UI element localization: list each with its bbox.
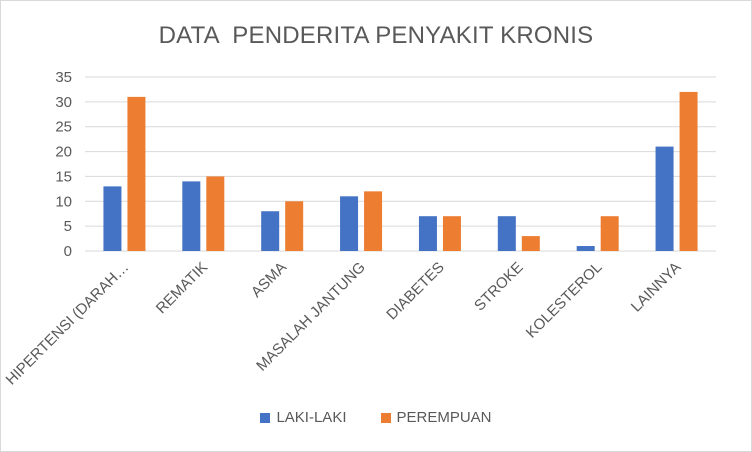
x-tick-label: REMATIK bbox=[153, 259, 211, 317]
x-tick-label: HIPERTENSI (DARAH… bbox=[3, 259, 133, 389]
legend-swatch-perempuan bbox=[380, 412, 391, 423]
bar-laki-laki-2 bbox=[182, 181, 201, 251]
bar-perempuan-6 bbox=[521, 236, 540, 251]
y-tick-label: 35 bbox=[55, 69, 72, 86]
bar-perempuan-5 bbox=[442, 216, 461, 251]
chart-title: DATA PENDERITA PENYAKIT KRONIS bbox=[158, 22, 594, 49]
legend-item-laki-laki: LAKI-LAKI bbox=[260, 409, 347, 426]
bar-laki-laki-1 bbox=[103, 186, 122, 251]
bar-laki-laki-7 bbox=[576, 246, 595, 251]
bar-perempuan-7 bbox=[600, 216, 619, 251]
bar-perempuan-3 bbox=[285, 201, 304, 251]
x-tick-label: DIABETES bbox=[383, 259, 447, 323]
x-tick-label: ASMA bbox=[248, 259, 290, 301]
y-tick-label: 5 bbox=[64, 218, 72, 235]
bar-laki-laki-8 bbox=[655, 146, 674, 251]
bar-laki-laki-3 bbox=[261, 211, 280, 251]
chart-legend: LAKI-LAKI PEREMPUAN bbox=[0, 409, 752, 426]
y-tick-label: 15 bbox=[55, 168, 72, 185]
bar-laki-laki-4 bbox=[340, 196, 359, 251]
x-tick-label: KOLESTEROL bbox=[523, 259, 606, 342]
legend-label-laki-laki: LAKI-LAKI bbox=[276, 409, 347, 426]
legend-item-perempuan: PEREMPUAN bbox=[380, 409, 492, 426]
legend-swatch-laki-laki bbox=[260, 412, 271, 423]
bar-laki-laki-6 bbox=[497, 216, 516, 251]
legend-label-perempuan: PEREMPUAN bbox=[396, 409, 492, 426]
bar-laki-laki-5 bbox=[418, 216, 437, 251]
y-tick-label: 30 bbox=[55, 94, 72, 111]
x-tick-label: STROKE bbox=[471, 259, 527, 315]
bar-perempuan-1 bbox=[127, 96, 146, 251]
bar-perempuan-2 bbox=[206, 176, 225, 251]
x-tick-label: LAINNYA bbox=[628, 259, 685, 316]
y-tick-label: 20 bbox=[55, 144, 72, 161]
bar-perempuan-4 bbox=[364, 191, 383, 251]
y-tick-label: 0 bbox=[64, 243, 72, 260]
y-tick-label: 25 bbox=[55, 119, 72, 136]
y-tick-label: 10 bbox=[55, 193, 72, 210]
bar-perempuan-8 bbox=[679, 91, 698, 252]
